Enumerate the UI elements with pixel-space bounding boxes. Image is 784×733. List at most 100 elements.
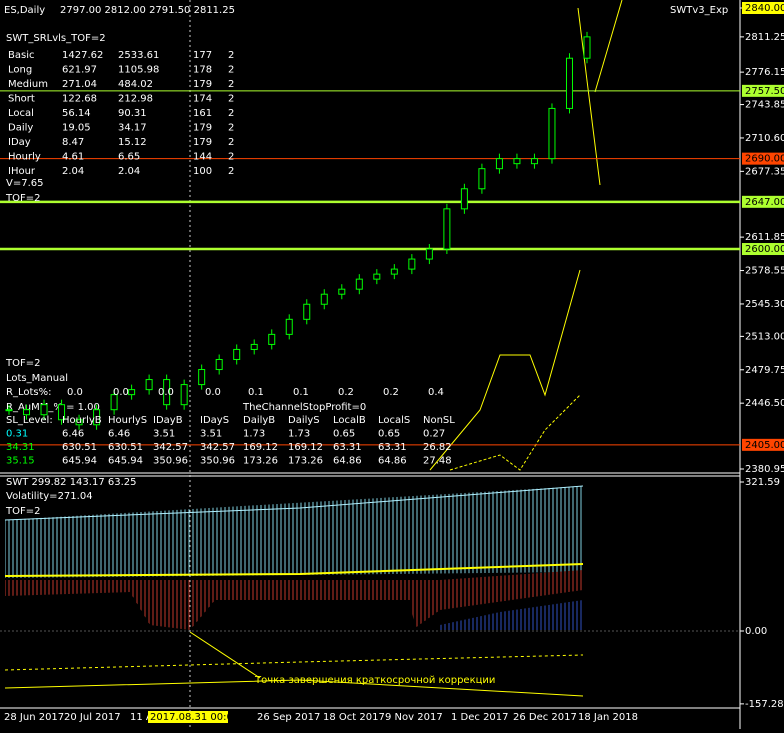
date-label: 9 Nov 2017 [385,712,443,723]
price-box [742,2,784,14]
lots-cell: 0.2 [383,387,399,398]
sl-cell: 0.27 [423,429,445,440]
table-cell: 15.12 [118,137,147,148]
date-label: 26 Dec 2017 [513,712,577,723]
price-label: 2840.00 [745,3,784,14]
table-cell: 2 [228,152,234,163]
lots-cell: 0.2 [338,387,354,398]
table-cell: 100 [193,166,212,177]
sl-cell: 0.31 [6,429,28,440]
indicator-areas [0,485,740,697]
table-footer: V=7.65 [6,178,44,189]
table-cell: 2.04 [62,166,84,177]
level-label: 2647.00 [745,197,784,208]
table-cell: 2 [228,137,234,148]
sl-cell: HourlyS [108,415,147,426]
candle [460,188,468,210]
cursor-label: 2017.08.31 00:00 [150,712,239,723]
price-label: 2811.25 [745,32,784,43]
indicator-line [4,563,584,577]
sl-cell: 169.12 [243,442,278,453]
lots-cell: 0.1 [293,387,309,398]
level-box [742,243,784,256]
candle [5,409,13,412]
price-label: 2710.60 [745,133,784,144]
trend-lines [429,0,623,471]
level-label: 2405.00 [745,440,784,451]
indicator-label: -157.28 [745,699,784,710]
lots-cell: R_Lots%: [6,387,51,398]
table-cell: 56.14 [62,108,91,119]
trend-line [429,269,581,471]
indicator-line [4,485,584,521]
table-cell: 8.47 [62,137,84,148]
price-label: 2578.55 [745,266,784,277]
indicator-line [4,679,584,697]
sl-cell: SL_Level: [6,415,53,426]
candle [355,278,363,290]
candle [285,318,293,335]
table-cell: Medium [8,79,48,90]
lots-cell: 0.0 [205,387,221,398]
lots-cell: 0.4 [428,387,444,398]
sl-cell: NonSL [423,415,455,426]
price-label: 2380.95 [745,464,784,475]
volatility: Volatility=271.04 [6,491,93,502]
stop-profit: TheChannelStopProfit=0 [242,402,366,413]
table-cell: IDay [8,137,31,148]
table-cell: 271.04 [62,79,97,90]
indicator-title: SWT 299.82 143.17 63.25 [6,477,137,488]
price-label: 2677.35 [745,166,784,177]
candle [145,379,153,391]
table-cell: Daily [8,123,33,134]
level-box [742,438,784,451]
candle [425,248,433,260]
date-label: 26 Sep 2017 [257,712,320,723]
lots-cell: 0.0 [158,387,174,398]
price-label: 2545.30 [745,299,784,310]
candle [513,158,521,165]
sl-cell: DailyB [243,415,275,426]
sl-cell: 342.57 [200,442,235,453]
lots-cell: 0.1 [248,387,264,398]
sl-cell: 1.73 [288,429,310,440]
candle [583,36,591,59]
lots-manual: Lots_Manual [6,373,68,384]
sl-cell: LocalB [333,415,366,426]
sl-cell: DailyS [288,415,320,426]
level-label: 2757.50 [745,86,784,97]
table-cell: 174 [193,94,212,105]
table-cell: 2 [228,108,234,119]
lots-cell: 0.0 [113,387,129,398]
date-label: 18 Jan 2018 [578,712,638,723]
table-footer: TOF=2 [5,193,40,204]
candle [478,168,486,190]
level-label: 2690.00 [745,154,784,165]
indicator-tof: TOF=2 [5,506,40,517]
date-label: 28 Jun 2017 [4,712,64,723]
table-cell: 2 [228,65,234,76]
price-label: 2611.85 [745,232,784,243]
tof: TOF=2 [5,358,40,369]
indicator-area [5,486,583,578]
candle [390,268,398,275]
sl-cell: 1.73 [243,429,265,440]
sl-cell: 3.51 [200,429,222,440]
annotation-pointer [189,631,261,679]
table-cell: 122.68 [62,94,97,105]
table-cell: Basic [8,50,34,61]
table-cell: 179 [193,137,212,148]
sl-cell: 630.51 [108,442,143,453]
price-label: 2479.75 [745,365,784,376]
aumm: R_AuMM_% = 1.00 [6,402,100,413]
candle [40,404,48,416]
candle [495,158,503,170]
trend-line [577,7,601,186]
sl-cell: 342.57 [153,442,188,453]
candle [215,358,223,371]
table-cell: 2 [228,50,234,61]
annotation: Точка завершения краткосрочной коррекции [254,675,495,686]
candle [338,288,346,295]
